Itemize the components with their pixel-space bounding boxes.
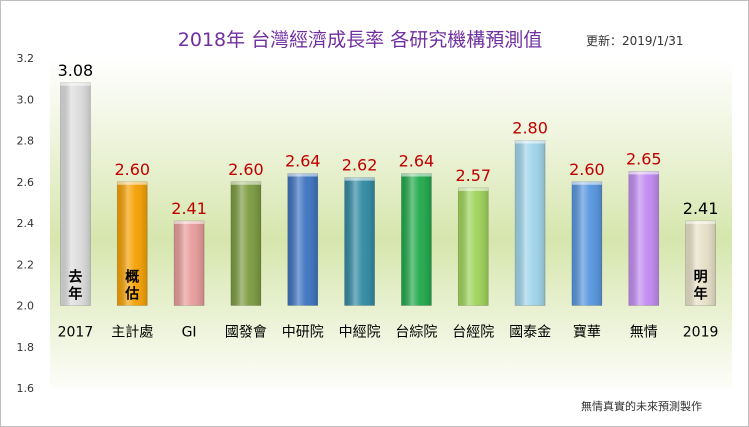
data-label: 2.64 [285,152,321,171]
plot-area [50,58,732,388]
y-tick-label: 2.8 [17,135,35,148]
x-tick-label: GI [182,325,197,341]
bar-note: 去年 [68,269,82,303]
bar-highlight [458,187,489,306]
y-tick-label: 3.2 [17,52,35,65]
bar-highlight [287,173,318,306]
x-tick-label: 中經院 [339,325,381,341]
bar-group: 2.57 [455,166,491,306]
y-tick-label: 2.6 [17,176,35,189]
data-label: 2.60 [228,160,264,179]
data-label: 2.57 [455,166,491,185]
data-label: 2.62 [342,156,378,175]
bar-bevel [117,181,148,185]
bars-group: 3.08 去年 2.60 概估 2.41 2.60 2.64 2.62 2.64 2.57 2.80… [58,61,719,306]
data-label: 2.65 [626,149,662,168]
bar-group: 2.41 [171,199,207,306]
bar-group: 2.41 明年 [683,199,719,306]
data-label: 2.41 [171,199,207,218]
bar-group: 2.62 [342,156,378,306]
y-tick-label: 2.0 [17,300,35,313]
bar-group: 2.65 [626,149,662,306]
bar-group: 3.08 去年 [58,61,94,306]
bar-note: 明年 [694,270,708,303]
x-tick-label: 寶華 [573,325,601,341]
bar-group: 2.60 [228,160,264,306]
data-label: 2.60 [569,160,605,179]
bar-highlight [685,220,716,306]
bar-bevel [60,82,91,86]
y-tick-label: 1.8 [17,341,35,354]
bar-group: 2.64 [285,152,321,306]
x-tick-label: 2019 [683,325,719,341]
bar-highlight [344,177,375,306]
bar-highlight [401,173,432,306]
data-label: 2.64 [399,152,435,171]
chart-title: 2018年 台灣經濟成長率 各研究機構預測值 [178,29,542,51]
bar-bevel [458,187,489,191]
bar-bevel [571,181,602,185]
bar-bevel [685,220,716,224]
y-tick-label: 3.0 [17,93,35,106]
x-tick-label: 主計處 [111,325,153,341]
bar-bevel [515,140,546,144]
x-tick-label: 台綜院 [395,325,437,341]
bar-highlight [230,181,261,306]
x-tick-label: 無情 [630,325,658,341]
bar-highlight [628,171,659,306]
bar-highlight [60,82,91,306]
bar-group: 2.64 [399,152,435,306]
bar-bevel [628,171,659,175]
data-label: 2.60 [114,160,150,179]
data-label: 2.80 [512,119,548,138]
data-label: 2.41 [683,199,719,218]
bar-group: 2.80 [512,119,548,306]
x-tick-label: 國發會 [225,325,267,341]
x-tick-label: 台經院 [452,325,494,341]
bar-note: 概估 [124,269,139,303]
bar-highlight [515,140,546,306]
x-axis: 2017 主計處 GI 國發會 中研院 中經院 台綜院 台經院 國泰金 寶華 無情 2019 [58,325,719,341]
chart-footer: 無情真實的未來預測製作 [581,399,702,413]
y-tick-label: 2.2 [17,258,35,271]
bar-bevel [401,173,432,177]
bar-bevel [174,220,205,224]
x-tick-label: 中研院 [282,325,324,341]
bar-highlight [174,220,205,306]
bar-group: 2.60 [569,160,605,306]
y-tick-label: 1.6 [17,382,35,395]
bar-highlight [117,181,148,306]
x-tick-label: 2017 [58,325,94,341]
bar-highlight [571,181,602,306]
update-date: 更新：2019/1/31 [586,33,684,48]
bar-bevel [230,181,261,185]
y-axis: 1.6 1.8 2.0 2.2 2.4 2.6 2.8 3.0 3.2 [17,52,35,395]
data-label: 3.08 [58,61,94,80]
x-tick-label: 國泰金 [509,325,551,341]
bar-bevel [344,177,375,181]
y-tick-label: 2.4 [17,217,35,230]
bar-bevel [287,173,318,177]
bar-group: 2.60 概估 [114,160,150,306]
